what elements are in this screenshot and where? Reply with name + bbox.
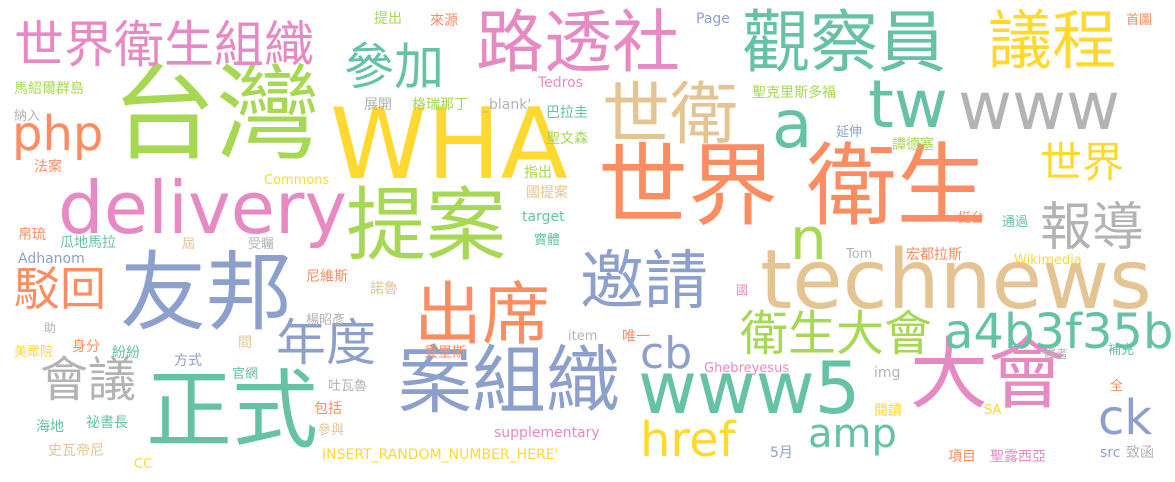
word-small-baokuo: 包括: [314, 402, 342, 416]
word-small-jie: 屆: [182, 238, 195, 251]
word-taiwan: 台灣: [112, 62, 320, 166]
word-wsdh: 衛生大會: [740, 310, 932, 358]
word-small-shouzhu: 受矚: [248, 238, 274, 251]
word-small-shouye: 首圖: [1126, 14, 1152, 27]
word-small-fangshi: 方式: [174, 354, 202, 368]
word-shiwei: 世衛: [602, 82, 738, 150]
word-small-mashaoer: 馬紹爾群島: [14, 82, 84, 96]
word-small-laiyuan: 來源: [430, 14, 458, 28]
word-shijie: 世界: [1040, 142, 1124, 184]
word-small-fa-an: 法案: [34, 160, 62, 174]
word-small-ghebreyesus: Ghebreyesus: [704, 362, 789, 375]
word-small-zhu: 助: [44, 322, 56, 334]
word-small-adhanom: Adhanom: [18, 252, 85, 266]
word-small-wikimedia: Wikimedia: [1014, 254, 1082, 267]
word-small-xiangmu: 項目: [948, 450, 976, 464]
word-small-tingtai: 挺台: [958, 212, 984, 225]
word-small-tedros: Tedros: [538, 76, 583, 90]
word-small-mishuzhang: 祕書長: [86, 416, 128, 430]
word-small-tongguo: 通過: [1002, 216, 1028, 229]
word-small-img: img: [874, 366, 900, 380]
word-small-weiyi: 唯一: [622, 330, 650, 344]
word-bohui: 駁回: [14, 266, 106, 312]
word-small-page: Page: [696, 12, 730, 26]
word-small-jian: 間: [238, 336, 252, 350]
word-small-guotian: 國提案: [526, 186, 568, 200]
word-small-yangzhaoyan: 楊昭彥: [306, 314, 345, 327]
word-small-tichu: 提出: [374, 12, 402, 26]
word-small-target: target: [522, 210, 565, 224]
word-small-meizhongyuan: 美眾院: [14, 346, 53, 359]
word-small-canyu: 參與: [318, 424, 344, 437]
word-small-tuwalu: 吐瓦魯: [328, 380, 367, 393]
word-baodao: 報導: [1040, 202, 1144, 254]
word-yicheng: 議程: [988, 10, 1116, 74]
word-small-swsen: 聖文森: [546, 132, 588, 146]
word-small-yuedu: 閱讀: [874, 404, 902, 418]
word-huiyi: 會議: [40, 356, 136, 404]
word-small-blank: _blank': [482, 98, 531, 112]
word-small-shenglu: 聖露西亞: [990, 450, 1046, 464]
word-small-src: src: [1100, 446, 1120, 460]
word-small-beilisi: 貝里斯: [424, 346, 466, 360]
word-small-bolu: 帛琉: [18, 228, 46, 242]
word-small-tom: Tom: [846, 248, 872, 261]
word-small-5yue: 5月: [770, 446, 793, 460]
word-small-fenfen: 紛紛: [112, 346, 140, 360]
word-small-quan: 全: [1110, 380, 1123, 393]
word-small-haidi: 海地: [36, 420, 64, 434]
word-small-zhichu: 指出: [524, 166, 552, 180]
word-small-buchong: 補充: [1108, 344, 1134, 357]
word-small-naru: 納入: [14, 110, 40, 123]
word-youbang: 友邦: [120, 250, 292, 336]
word-small-supplementary: supplementary: [494, 426, 600, 440]
word-yaoqing: 邀請: [580, 250, 708, 314]
word-small-guo: 國: [736, 284, 748, 296]
word-small-hongdu: 宏都拉斯: [906, 248, 962, 262]
word-ck: ck: [1098, 394, 1152, 442]
word-small-commons: Commons: [264, 174, 329, 187]
word-small-balagui: 巴拉圭: [546, 106, 588, 120]
word-small-item: item: [568, 330, 597, 343]
word-canjia: 參加: [344, 42, 444, 92]
word-small-niweisi: 尼維斯: [306, 270, 348, 284]
word-tw: tw: [868, 72, 948, 138]
word-small-cc: CC: [134, 458, 152, 471]
word-small-zhihan: 致函: [1126, 446, 1154, 460]
word-amp: amp: [808, 414, 897, 454]
word-small-skstdf: 聖克里斯多福: [752, 86, 836, 100]
word-a: a: [772, 92, 812, 158]
word-chuxi: 出席: [414, 282, 550, 350]
word-small-guanwang: 官網: [232, 368, 258, 381]
word-small-shenfen: 身分: [72, 340, 100, 354]
word-small-shiti: 實體: [534, 234, 560, 247]
word-small-tandesai: 譚德塞: [892, 138, 934, 152]
word-href: href: [640, 416, 736, 464]
word-lutoushe: 路透社: [476, 10, 680, 78]
word-small-gdml: 瓜地馬拉: [60, 236, 116, 250]
word-sjwszz: 世界衛生組織: [14, 20, 314, 70]
word-small-zhankai: 展開: [364, 98, 392, 112]
word-small-yizhe: 譯者: [1044, 348, 1068, 360]
word-small-shiwadini: 史瓦帝尼: [48, 444, 104, 458]
word-small-gerui: 格瑞那丁: [412, 98, 468, 112]
word-small-insert: INSERT_RANDOM_NUMBER_HERE': [322, 448, 558, 462]
word-www: www: [958, 74, 1120, 140]
word-tian-an: 提案: [346, 186, 506, 266]
word-small-yanshen: 延伸: [836, 126, 862, 139]
word-n: n: [790, 210, 827, 268]
word-small-sa: SA: [984, 404, 1001, 417]
word-small-nuolu: 諾魯: [370, 282, 398, 296]
